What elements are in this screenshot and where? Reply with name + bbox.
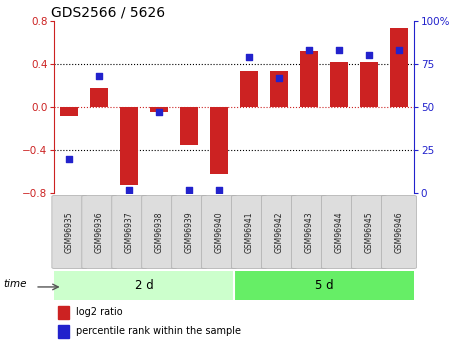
Point xyxy=(245,54,253,60)
Point xyxy=(96,73,103,79)
Text: GSM96936: GSM96936 xyxy=(95,211,104,253)
Bar xyxy=(150,107,168,112)
Bar xyxy=(390,28,408,107)
Text: GSM96939: GSM96939 xyxy=(184,211,194,253)
Bar xyxy=(58,306,69,318)
Point xyxy=(66,156,73,161)
FancyBboxPatch shape xyxy=(322,196,357,268)
FancyBboxPatch shape xyxy=(262,196,297,268)
Bar xyxy=(61,107,79,116)
Text: GSM96945: GSM96945 xyxy=(364,211,374,253)
Bar xyxy=(120,107,138,185)
Text: 2 d: 2 d xyxy=(135,279,154,292)
Text: GSM96938: GSM96938 xyxy=(155,211,164,253)
FancyBboxPatch shape xyxy=(381,196,416,268)
Point xyxy=(335,47,343,53)
Text: GSM96935: GSM96935 xyxy=(65,211,74,253)
Bar xyxy=(180,107,198,145)
Point xyxy=(125,187,133,193)
Point xyxy=(365,52,373,58)
Point xyxy=(395,47,403,53)
Point xyxy=(215,187,223,193)
FancyBboxPatch shape xyxy=(52,196,87,268)
Text: log2 ratio: log2 ratio xyxy=(76,307,123,317)
Bar xyxy=(90,88,108,107)
Text: GSM96937: GSM96937 xyxy=(125,211,134,253)
Bar xyxy=(330,62,348,107)
Text: 5 d: 5 d xyxy=(315,279,333,292)
Text: GSM96941: GSM96941 xyxy=(245,211,254,253)
FancyBboxPatch shape xyxy=(142,196,177,268)
Text: time: time xyxy=(3,279,26,289)
Bar xyxy=(234,271,414,300)
FancyBboxPatch shape xyxy=(201,196,236,268)
Bar xyxy=(54,271,234,300)
Point xyxy=(305,47,313,53)
Point xyxy=(185,187,193,193)
Bar xyxy=(270,71,288,107)
FancyBboxPatch shape xyxy=(172,196,207,268)
Text: GDS2566 / 5626: GDS2566 / 5626 xyxy=(51,6,165,20)
FancyBboxPatch shape xyxy=(351,196,386,268)
Bar xyxy=(58,325,69,337)
Text: percentile rank within the sample: percentile rank within the sample xyxy=(76,326,241,336)
Bar xyxy=(360,62,378,107)
FancyBboxPatch shape xyxy=(112,196,147,268)
Text: GSM96944: GSM96944 xyxy=(334,211,343,253)
FancyBboxPatch shape xyxy=(232,196,267,268)
Text: GSM96942: GSM96942 xyxy=(274,211,284,253)
Bar xyxy=(240,71,258,107)
FancyBboxPatch shape xyxy=(82,196,117,268)
Bar xyxy=(300,51,318,107)
FancyBboxPatch shape xyxy=(291,196,326,268)
Text: GSM96946: GSM96946 xyxy=(394,211,403,253)
Bar xyxy=(210,107,228,174)
Text: GSM96940: GSM96940 xyxy=(215,211,224,253)
Point xyxy=(275,75,283,80)
Text: GSM96943: GSM96943 xyxy=(305,211,314,253)
Point xyxy=(156,109,163,115)
